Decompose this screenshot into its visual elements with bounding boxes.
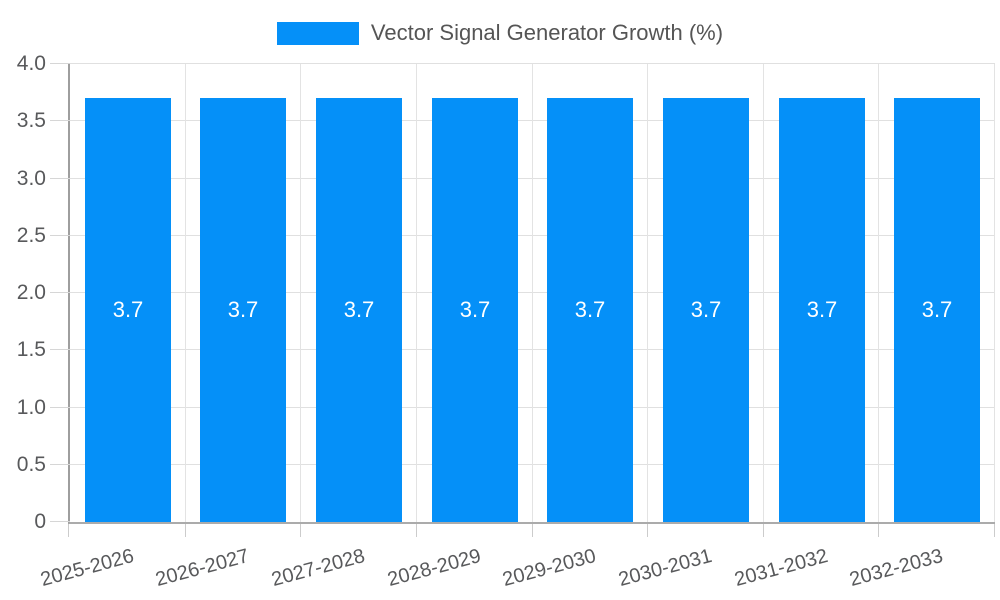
y-axis-tick-label: 2.5 — [16, 224, 46, 247]
y-axis-tick-label: 0.5 — [16, 453, 46, 476]
y-axis-tick — [50, 235, 70, 236]
plot-area: 0 0.5 1.0 1.5 2.0 2.5 3.0 3.5 4.0 3.7 2025-2026 3.7… — [17, 52, 995, 591]
x-axis-tick — [532, 524, 533, 537]
y-axis-tick-label: 4.0 — [16, 52, 46, 75]
x-axis-tick — [994, 524, 995, 537]
v-gridline — [185, 64, 186, 522]
bar-value-label: 3.7 — [459, 297, 491, 322]
y-axis-tick — [50, 120, 70, 121]
bar — [894, 98, 980, 522]
bar — [432, 98, 518, 522]
x-axis-category-label: 2030-2031 — [616, 545, 715, 592]
x-axis-category-label: 2025-2026 — [38, 545, 137, 592]
bar-value-label: 3.7 — [574, 297, 606, 322]
y-axis-tick-label: 0 — [34, 510, 46, 533]
y-axis-tick — [50, 521, 70, 522]
x-axis-category-label: 2032-2033 — [847, 545, 946, 592]
x-axis-category-label: 2031-2032 — [732, 545, 831, 592]
y-axis-tick — [50, 464, 70, 465]
y-axis-tick — [50, 63, 70, 64]
x-axis-tick — [68, 524, 69, 537]
y-axis-tick — [50, 178, 70, 179]
bar-value-label: 3.7 — [921, 297, 953, 322]
v-gridline — [878, 64, 879, 522]
y-axis-tick-label: 2.0 — [16, 281, 46, 304]
x-axis-category-label: 2028-2029 — [385, 545, 484, 592]
bar — [316, 98, 402, 522]
x-axis-category-label: 2027-2028 — [269, 545, 368, 592]
v-gridline — [647, 64, 648, 522]
y-axis-tick — [50, 292, 70, 293]
bar — [547, 98, 633, 522]
legend-label: Vector Signal Generator Growth (%) — [370, 20, 724, 45]
x-axis-tick — [416, 524, 417, 537]
x-axis-tick — [878, 524, 879, 537]
y-axis-tick — [50, 407, 70, 408]
y-axis-tick-label: 1.5 — [16, 338, 46, 361]
v-gridline — [763, 64, 764, 522]
bar-value-label: 3.7 — [690, 297, 722, 322]
v-gridline — [532, 64, 533, 522]
bar — [200, 98, 286, 522]
bar-value-label: 3.7 — [806, 297, 838, 322]
y-axis-tick — [50, 349, 70, 350]
y-axis-tick-label: 3.5 — [16, 109, 46, 132]
chart-legend: Vector Signal Generator Growth (%) — [0, 20, 1000, 46]
legend-swatch — [276, 21, 359, 45]
bar — [663, 98, 749, 522]
x-axis-category-label: 2026-2027 — [153, 545, 252, 592]
bar-value-label: 3.7 — [343, 297, 375, 322]
bar — [85, 98, 171, 522]
x-axis-tick — [300, 524, 301, 537]
bar-value-label: 3.7 — [227, 297, 259, 322]
h-gridline — [70, 63, 995, 64]
v-gridline — [994, 64, 995, 522]
y-axis-tick-label: 1.0 — [16, 396, 46, 419]
y-axis-tick-label: 3.0 — [16, 167, 46, 190]
x-axis-tick — [185, 524, 186, 537]
x-axis-tick — [763, 524, 764, 537]
v-gridline — [300, 64, 301, 522]
bar-value-label: 3.7 — [112, 297, 144, 322]
bar — [779, 98, 865, 522]
x-axis-tick — [647, 524, 648, 537]
x-axis-category-label: 2029-2030 — [500, 545, 599, 592]
v-gridline — [416, 64, 417, 522]
